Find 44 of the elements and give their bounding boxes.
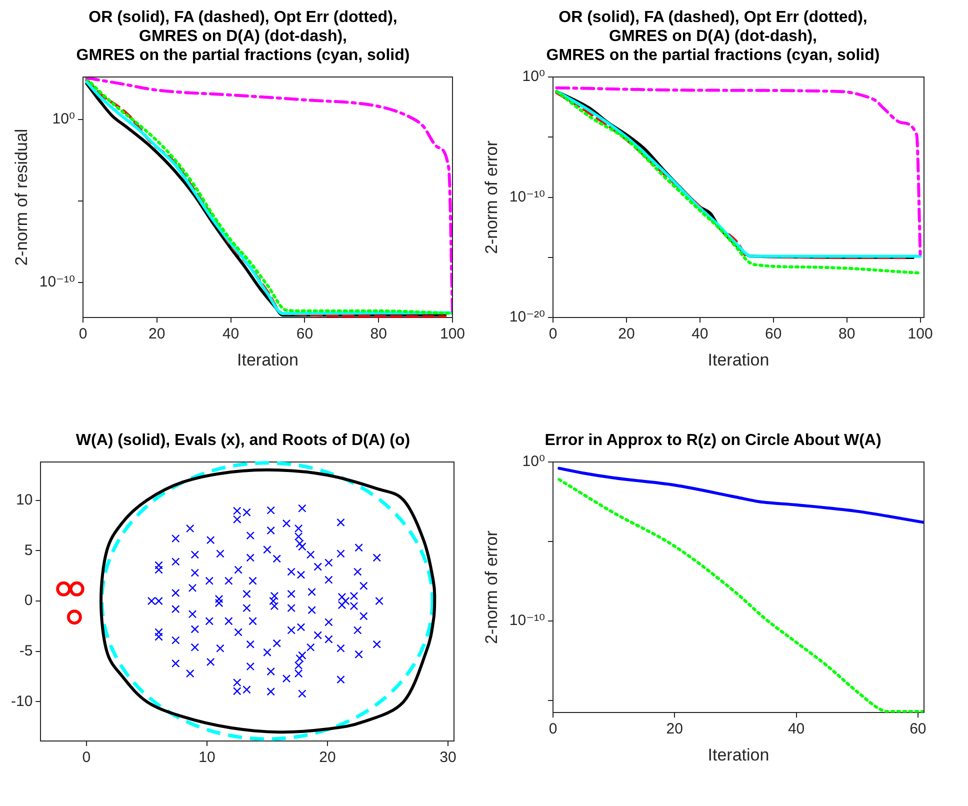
line-series xyxy=(558,478,924,713)
chart-title: OR (solid), FA (dashed), Opt Err (dotted), GMRES on D(A) (dot-dash), GMRES on the partial fractions (cyan, solid) xyxy=(545,8,881,65)
x-tick-label: 30 xyxy=(440,749,456,766)
y-tick-label: -5 xyxy=(19,642,33,660)
x-tick-label: 60 xyxy=(765,326,782,343)
x-tick-label: 20 xyxy=(618,326,635,343)
chart-title: Error in Approx to R(z) on Circle About W(A) xyxy=(544,431,882,450)
y-tick-label: 5 xyxy=(24,542,33,559)
x-tick-label: 0 xyxy=(78,326,88,343)
y-tick-label: 10⁰ xyxy=(522,68,546,86)
x-tick-label: 100 xyxy=(440,326,465,343)
x-tick-label: 10 xyxy=(198,749,216,766)
y-axis-title: 2-norm of residual xyxy=(12,128,31,266)
line-series xyxy=(558,466,924,524)
x-tick-label: 0 xyxy=(82,749,91,766)
y-tick-label: 10⁻¹⁰ xyxy=(509,612,546,630)
y-tick-label: 10 xyxy=(16,491,33,508)
chart-title: OR (solid), FA (dashed), Opt Err (dotted), GMRES on D(A) (dot-dash), GMRES on the partial fractions (cyan, solid) xyxy=(75,8,411,65)
y-tick-label: 10⁻²⁰ xyxy=(509,308,546,326)
chart-title: W(A) (solid), Evals (x), and Roots of D(A) (o) xyxy=(74,431,412,450)
x-axis-title: Iteration xyxy=(708,745,770,764)
x-tick-label: 80 xyxy=(370,326,387,343)
y-tick-label: 0 xyxy=(24,592,33,610)
x-tick-label: 0 xyxy=(548,326,558,343)
y-tick-label: -10 xyxy=(10,692,33,710)
x-tick-label: 60 xyxy=(296,326,314,343)
x-tick-label: 20 xyxy=(666,720,683,738)
y-axis-title: 2-norm of error xyxy=(482,140,501,254)
x-tick-label: 60 xyxy=(910,720,926,738)
x-tick-label: 80 xyxy=(838,326,856,343)
x-tick-label: 40 xyxy=(692,326,708,343)
y-tick-label: 10⁰ xyxy=(522,453,546,470)
x-tick-label: 20 xyxy=(148,326,166,343)
x-tick-label: 20 xyxy=(319,749,336,766)
x-tick-label: 40 xyxy=(788,720,805,738)
x-tick-label: 0 xyxy=(548,720,558,738)
x-axis-title: Iteration xyxy=(237,350,298,370)
x-tick-label: 100 xyxy=(908,326,933,343)
x-tick-label: 40 xyxy=(222,326,240,343)
y-tick-label: 10⁻¹⁰ xyxy=(509,188,546,206)
y-tick-label: 10⁰ xyxy=(52,110,76,128)
y-axis-title: 2-norm of error xyxy=(482,530,501,644)
x-axis-title: Iteration xyxy=(708,350,770,370)
y-tick-label: 10⁻¹⁰ xyxy=(39,274,76,291)
